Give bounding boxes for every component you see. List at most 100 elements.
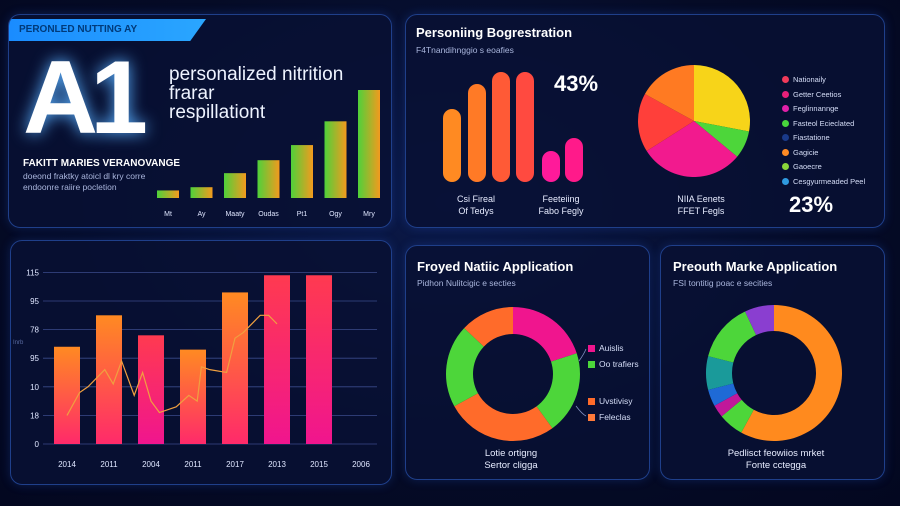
segment-bar: [443, 109, 461, 182]
donut1-legend-item: Oo trafiers: [588, 359, 639, 369]
donut2-subtitle: FSI tontitig poac e secities: [673, 278, 773, 288]
pie-legend-item: Feglinnannge: [782, 104, 838, 113]
trend-bar: [180, 349, 206, 444]
segmentation-title: Personiing Bogrestration: [416, 25, 573, 40]
legend-swatch: [588, 344, 595, 352]
x-tick-label: 2006: [352, 460, 370, 469]
legend-dot: [782, 134, 789, 141]
trend-panel: 0 18 10 95 78 95 115 Inrb 2014 2011 2004 2011 2017 20…: [10, 240, 392, 485]
section-title: FAKITT MARIES VERANOVANGE: [23, 158, 181, 169]
growth-bar: [190, 187, 213, 198]
donut1-slice: [513, 307, 577, 362]
pie-legend-item: Getter Ceetios: [782, 90, 841, 99]
donut2-slice: [708, 383, 738, 406]
legend-dot: [782, 90, 789, 98]
segment-bar: [565, 138, 583, 182]
donut2-slice: [721, 399, 754, 433]
donut1-caption: Lotie ortigng Sertor cligga: [446, 448, 576, 472]
desc-line: endoonre raiire pocletion: [23, 182, 117, 192]
donut1-legend-item: Auislis: [588, 343, 624, 353]
y-tick-label: 95: [30, 354, 39, 363]
caption-line: Sertor cligga: [484, 460, 538, 471]
caption-line: Pedlisct feowiios mrket: [727, 448, 825, 459]
donut2-slice: [706, 356, 734, 390]
x-tick-label: 2014: [58, 460, 76, 469]
y-tick-label: 115: [26, 268, 39, 277]
legend-dot: [782, 148, 789, 156]
pie-legend-item: Gagicie: [782, 148, 818, 157]
x-tick-label: 2011: [184, 460, 202, 469]
desc-line: doeond fraktky atoicl dl kry corre: [23, 171, 146, 181]
legend-dot: [782, 105, 789, 112]
donut1-slice: [454, 393, 553, 441]
segmentation-charts: [443, 65, 750, 182]
legend-label: Getter Ceetios: [793, 89, 842, 99]
trend-bar: [138, 335, 164, 444]
y-tick-label: 95: [30, 297, 39, 306]
donut1-slice: [464, 307, 513, 347]
growth-bar: [224, 173, 246, 198]
bar-label-line: Feeteiing: [542, 194, 580, 204]
growth-bar: [157, 190, 179, 198]
x-tick-label: 2011: [100, 460, 118, 469]
donut2-slice: [741, 305, 842, 441]
donut2-slice: [714, 393, 742, 417]
segment-bar: [468, 84, 486, 182]
legend-swatch: [588, 397, 595, 405]
pie-legend-item: Gaoecre: [782, 162, 822, 171]
donut1-legend-item: Uvstivisy: [588, 396, 633, 406]
bar-label-line: Csi Fireal: [456, 194, 495, 204]
growth-x-label: Ay: [197, 211, 206, 218]
x-tick-label: 2013: [268, 460, 286, 469]
x-tick-label: 2004: [142, 460, 160, 469]
y-tick-label: 0: [35, 440, 40, 449]
donut1-chart: [446, 307, 587, 441]
bar-label: Feeteiing Fabo Fegly: [526, 193, 596, 217]
leader-line: [575, 405, 587, 417]
growth-bar: [257, 160, 280, 198]
trend-bar: [306, 275, 332, 444]
legend-label: Uvstivisy: [599, 396, 633, 406]
growth-bar-chart: Mt Ay Maaty Oudas Pt1 Ogy Mry: [157, 90, 380, 218]
trend-chart: 0 18 10 95 78 95 115 Inrb 2014 2011 2004 2011 2017 20…: [13, 268, 377, 469]
growth-x-label: Mry: [363, 211, 375, 218]
pie-legend-item: Fasteol Ecieclated: [782, 119, 854, 128]
donut2-chart: [706, 305, 842, 441]
hero-badge-text: PERONLED NUTTING AY: [19, 24, 138, 35]
segmentation-subtitle: F4Tnandihnggio s eoafies: [416, 45, 514, 55]
donut1-slice: [536, 353, 580, 429]
segment-bar: [492, 72, 510, 182]
legend-dot: [782, 163, 789, 170]
pie-legend-item: Cesgyurmeaded Peel: [782, 177, 865, 186]
growth-x-label: Oudas: [258, 211, 279, 218]
trend-bar: [222, 292, 248, 444]
pie-slice: [646, 121, 738, 177]
legend-label: Fiastatione: [793, 133, 830, 142]
legend-label: Fasteol Ecieclated: [793, 118, 855, 128]
legend-label: Feglinnannge: [793, 104, 839, 113]
bar-label-line: Fabo Fegly: [538, 206, 584, 216]
caption-line: Fonte cctegga: [745, 460, 807, 471]
growth-bar: [358, 90, 380, 198]
headline-line: frarar: [169, 83, 215, 104]
legend-label: Oo trafiers: [599, 359, 639, 369]
bar-label: Csi Fireal Of Tedys: [441, 193, 511, 217]
donut2-slice: [708, 311, 757, 363]
trend-line: [66, 314, 278, 416]
y-tick-label: 78: [30, 326, 39, 335]
legend-label: Gaoecre: [793, 162, 822, 171]
pie-slice: [694, 65, 750, 132]
growth-bar: [291, 145, 313, 198]
pie-slice: [638, 94, 694, 152]
headline-line: respillationt: [169, 102, 266, 123]
donut2-panel: Preouth Marke Application FSI tontitig p…: [660, 245, 885, 480]
pie-label: NIIA Eenets FFET Fegls: [661, 193, 741, 217]
legend-swatch: [588, 360, 595, 368]
y-tick-label: 10: [30, 383, 39, 392]
pie-label-line: NIIA Eenets: [677, 194, 725, 204]
legend-label: Gagicie: [793, 147, 819, 157]
donut2-caption: Pedlisct feowiios mrket Fonte cctegga: [691, 448, 861, 472]
legend-dot: [782, 76, 789, 83]
legend-label: Nationaily: [793, 75, 826, 84]
x-tick-label: 2015: [310, 460, 328, 469]
